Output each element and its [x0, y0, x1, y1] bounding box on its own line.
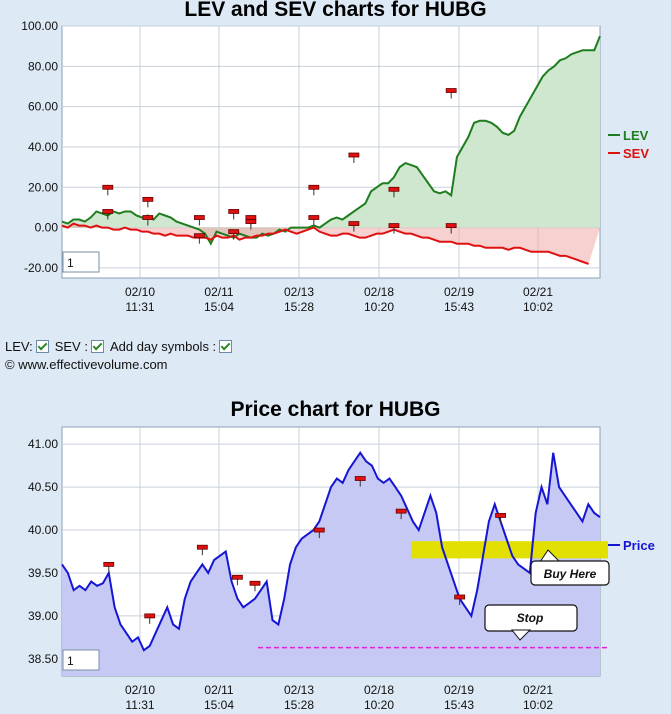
day-marker-flag — [232, 574, 243, 580]
legend-label-sev: SEV — [623, 146, 649, 161]
x-tick-date: 02/11 — [204, 683, 233, 697]
x-tick-date: 02/10 — [125, 683, 155, 697]
x-tick-date: 02/18 — [364, 285, 394, 299]
day-marker-flag — [144, 613, 156, 619]
x-tick-date: 02/11 — [204, 285, 233, 299]
series-area-lev — [62, 36, 600, 244]
y-tick-label: 60.00 — [28, 100, 58, 114]
day-marker-flag — [196, 544, 208, 550]
chart-controls: LEV: SEV : Add day symbols : — [5, 339, 235, 354]
x-tick-time: 15:28 — [284, 698, 314, 712]
day-marker-flag — [348, 221, 360, 226]
legend-label-price: Price — [623, 538, 655, 553]
day-marker-flag — [388, 223, 400, 228]
y-tick-label: 80.00 — [28, 59, 58, 73]
series-line-price — [61, 450, 601, 652]
legend-label-lev: LEV — [623, 128, 649, 143]
sev-checkbox[interactable] — [90, 340, 104, 353]
day-marker-flag — [249, 580, 261, 586]
zoom-level-box — [62, 649, 100, 671]
day-marker-flag — [348, 152, 360, 158]
stop-callout-pointer — [510, 629, 532, 641]
x-tick-time: 15:43 — [444, 698, 474, 712]
price-chart-title: Price chart for HUBG — [230, 398, 441, 421]
day-marker-flag — [454, 594, 466, 600]
day-marker-flag — [354, 476, 366, 481]
buy-callout-box — [530, 560, 610, 586]
lev-checkbox[interactable] — [35, 340, 49, 353]
y-tick-label: 38.50 — [28, 652, 58, 666]
day-marker-flag — [445, 88, 457, 93]
day-marker-flag — [103, 561, 115, 567]
copyright-text: © www.effectivevolume.com — [5, 357, 168, 372]
zoom-level-box — [62, 251, 100, 273]
x-tick-time: 15:04 — [204, 698, 234, 712]
day-marker-flag — [142, 215, 154, 220]
series-area-price — [62, 452, 600, 676]
x-tick-date: 02/21 — [523, 683, 553, 697]
day-marker-flag — [495, 513, 506, 518]
x-tick-time: 10:02 — [523, 698, 553, 712]
day-marker-flag — [313, 527, 325, 533]
y-tick-label: 100.00 — [21, 19, 58, 33]
stop-callout-box — [484, 604, 578, 632]
day-marker-flag — [193, 233, 205, 239]
day-marker-flag — [193, 215, 205, 220]
lev-toggle-label: LEV: — [5, 339, 33, 354]
y-tick-label: 0.00 — [35, 221, 59, 235]
x-tick-date: 02/18 — [364, 683, 394, 697]
x-tick-time: 11:31 — [125, 300, 154, 314]
buy-callout-label: Buy Here — [544, 567, 597, 581]
y-tick-label: 40.00 — [28, 523, 58, 537]
zoom-level-value: 1 — [67, 256, 74, 270]
day-marker-flag — [102, 184, 114, 190]
y-tick-label: 39.50 — [28, 566, 58, 580]
x-tick-time: 15:43 — [444, 300, 474, 314]
y-tick-label: 40.00 — [28, 140, 58, 154]
day-marker-flag — [308, 184, 320, 190]
y-tick-label: 39.00 — [28, 609, 58, 623]
day-marker-flag — [142, 196, 154, 202]
zoom-level-value: 1 — [67, 654, 74, 668]
x-tick-date: 02/19 — [444, 285, 474, 299]
day-marker-flag — [228, 229, 240, 235]
y-tick-label: 20.00 — [28, 180, 58, 194]
day-marker-flag — [102, 209, 114, 214]
day-marker-flag — [245, 219, 257, 224]
lev-sev-chart-title: LEV and SEV charts for HUBG — [184, 0, 487, 21]
sev-toggle-label: SEV : — [54, 339, 88, 354]
day-marker-flag — [395, 508, 407, 514]
x-tick-time: 10:02 — [523, 300, 553, 314]
lev-sev-chart: 100.00 80.00 60.00 40.00 20.00 0.00 -20.00 02/1… — [21, 19, 649, 314]
day-marker-flag — [228, 209, 240, 214]
day-marker-flag — [388, 186, 400, 192]
stop-callout-label: Stop — [517, 611, 544, 625]
day-marker-flag — [308, 215, 320, 220]
day-symbols-label: Add day symbols : — [109, 339, 217, 354]
x-tick-date: 02/13 — [284, 683, 314, 697]
x-tick-date: 02/10 — [125, 285, 155, 299]
y-tick-label: -20.00 — [24, 261, 58, 275]
x-tick-time: 15:04 — [204, 300, 234, 314]
x-tick-time: 10:20 — [364, 300, 394, 314]
x-tick-date: 02/21 — [523, 285, 553, 299]
day-marker-flag — [445, 223, 457, 228]
day-symbols-checkbox[interactable] — [219, 340, 233, 353]
x-tick-time: 15:28 — [284, 300, 314, 314]
series-line-sev — [61, 222, 589, 265]
x-tick-date: 02/13 — [284, 285, 314, 299]
y-tick-label: 41.00 — [28, 437, 58, 451]
x-tick-time: 11:31 — [125, 698, 154, 712]
x-tick-date: 02/19 — [444, 683, 474, 697]
y-tick-label: 40.50 — [28, 480, 58, 494]
x-tick-time: 10:20 — [364, 698, 394, 712]
